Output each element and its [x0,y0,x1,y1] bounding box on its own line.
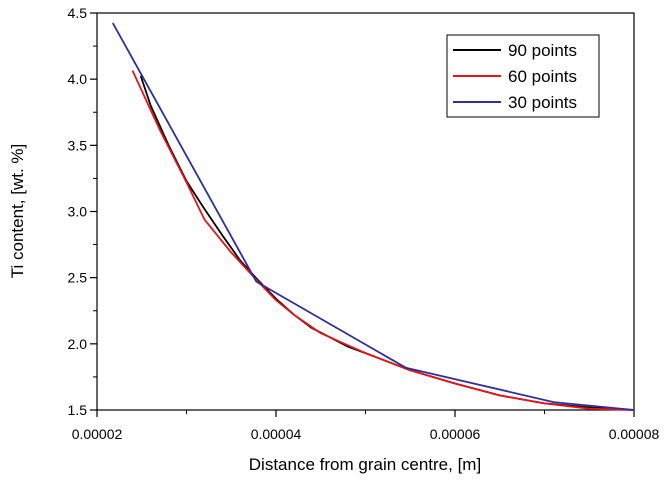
legend-label-60-points: 60 points [508,67,577,86]
y-tick-label: 4.0 [68,71,88,87]
y-tick-label: 4.5 [68,5,88,21]
y-tick-label: 1.5 [68,402,88,418]
y-tick-label: 3.5 [68,137,88,153]
series-line-90-points [139,75,635,411]
axis-ticks: 0.00002 0.00004 0.00006 0.00008 1.5 2.0 2.5 3.0… [68,5,660,442]
y-tick-label: 3.0 [68,204,88,220]
legend-label-30-points: 30 points [508,93,577,112]
x-tick-label: 0.00002 [72,426,123,442]
y-tick-label: 2.5 [68,270,88,286]
x-tick-label: 0.00006 [430,426,481,442]
x-tick-label: 0.00004 [251,426,302,442]
x-tick-label: 0.00008 [609,426,660,442]
y-tick-label: 2.0 [68,336,88,352]
x-axis-title: Distance from grain centre, [m] [249,455,481,474]
legend-label-90-points: 90 points [508,41,577,60]
series-layer [112,22,635,411]
legend: 90 points 60 points 30 points [446,34,600,118]
series-line-30-points [112,22,635,411]
series-line-60-points [131,70,635,411]
y-axis-title: Ti content, [wt. %] [8,144,27,278]
